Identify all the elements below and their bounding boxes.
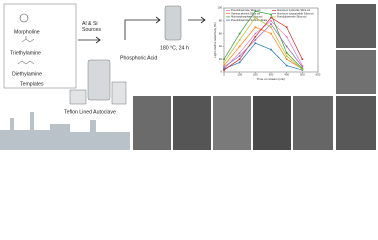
data-point bbox=[301, 64, 304, 67]
triethylamine-label: Triethylamine bbox=[10, 50, 41, 56]
data-point bbox=[223, 64, 225, 67]
data-point bbox=[238, 45, 241, 48]
templates-box bbox=[3, 3, 77, 89]
data-point bbox=[223, 61, 225, 64]
data-point bbox=[254, 36, 257, 38]
series-line bbox=[223, 23, 303, 68]
diethylamine-label: Diethylamine bbox=[12, 71, 42, 77]
graphical-abstract: Morpholine Triethylamine Diethylamine Te… bbox=[0, 3, 376, 150]
data-point bbox=[285, 55, 288, 57]
data-point bbox=[285, 36, 288, 38]
data-point bbox=[254, 26, 257, 28]
legend-label: Pseudoboehmite Sodium silicate bbox=[231, 19, 268, 22]
data-point bbox=[238, 61, 241, 64]
sem-image bbox=[133, 96, 171, 150]
data-point bbox=[238, 32, 241, 35]
autoclave-label: Teflon Lined Autoclave bbox=[64, 109, 116, 115]
autoclave-body bbox=[87, 59, 111, 101]
series-line bbox=[223, 17, 303, 70]
data-point bbox=[223, 58, 225, 60]
data-point bbox=[254, 42, 257, 44]
data-point bbox=[285, 26, 288, 28]
series-line bbox=[223, 26, 303, 70]
diethylamine-structure bbox=[17, 60, 35, 65]
sources-label: Al & Si Sources bbox=[82, 21, 101, 33]
data-point bbox=[270, 32, 272, 35]
data-point bbox=[270, 23, 272, 25]
y-axis-title: Light olefins selectivity (%) bbox=[213, 22, 217, 57]
legend-label: Pseudoboehmite Silica sol bbox=[231, 9, 261, 12]
x-tick-label: 100 bbox=[237, 73, 242, 77]
legend-label: Gamma alumina Silica sol bbox=[231, 12, 260, 15]
y-tick-label: 0 bbox=[220, 70, 222, 74]
factory-skyline bbox=[0, 112, 130, 150]
autoclave bbox=[164, 5, 182, 41]
legend-label: Pseudoboehmite Silica sol bbox=[277, 16, 307, 19]
series-line bbox=[223, 10, 303, 70]
data-point bbox=[238, 55, 241, 57]
condition-label: 180 °C, 24 h bbox=[160, 45, 189, 51]
data-point bbox=[238, 58, 241, 60]
sem-image bbox=[173, 96, 211, 150]
legend-label: Aluminophosphate Silica sol bbox=[231, 16, 263, 19]
data-point bbox=[238, 52, 241, 54]
data-point bbox=[238, 39, 241, 41]
x-tick-label: 200 bbox=[253, 73, 258, 77]
data-point bbox=[301, 58, 304, 60]
y-tick-label: 60 bbox=[219, 31, 223, 35]
morpholine-label: Morpholine bbox=[14, 29, 40, 35]
data-point bbox=[254, 39, 257, 41]
data-point bbox=[270, 48, 272, 51]
series-line bbox=[223, 42, 303, 71]
sem-image bbox=[336, 50, 376, 94]
x-axis-title: Time on stream (min) bbox=[257, 77, 285, 81]
arrow bbox=[188, 16, 206, 24]
data-point bbox=[270, 13, 272, 16]
data-point bbox=[270, 20, 272, 22]
x-tick-label: 600 bbox=[316, 73, 321, 77]
data-point bbox=[254, 32, 257, 35]
y-tick-label: 80 bbox=[219, 19, 223, 23]
teflon-liner bbox=[111, 81, 127, 105]
data-point bbox=[254, 16, 257, 19]
data-point bbox=[223, 69, 225, 71]
data-point bbox=[254, 10, 257, 12]
data-point bbox=[270, 16, 272, 19]
data-point bbox=[285, 64, 288, 67]
autoclave-cap bbox=[69, 89, 87, 105]
data-point bbox=[285, 58, 288, 60]
data-point bbox=[270, 26, 272, 28]
arrow bbox=[78, 36, 101, 44]
data-point bbox=[223, 66, 225, 68]
templates-label: Templates bbox=[20, 81, 44, 87]
x-tick-label: 0 bbox=[223, 73, 225, 77]
x-tick-label: 400 bbox=[284, 73, 289, 77]
acid-label: Phosphoric Acid bbox=[120, 55, 157, 61]
data-point bbox=[223, 68, 225, 70]
x-tick-label: 500 bbox=[300, 73, 305, 77]
arrow bbox=[124, 16, 161, 40]
data-point bbox=[301, 66, 304, 68]
y-tick-label: 20 bbox=[219, 57, 223, 61]
y-tick-label: 100 bbox=[217, 6, 222, 10]
data-point bbox=[301, 68, 304, 71]
sem-image bbox=[336, 4, 376, 48]
sem-image bbox=[293, 96, 333, 150]
triethylamine-structure bbox=[21, 36, 35, 43]
sem-image bbox=[336, 96, 376, 150]
y-tick-label: 40 bbox=[219, 44, 223, 48]
x-tick-label: 300 bbox=[269, 73, 274, 77]
sem-image bbox=[253, 96, 291, 150]
data-point bbox=[285, 52, 288, 54]
sem-image bbox=[213, 96, 251, 150]
legend-label: Aluminum hydroxide Silica sol bbox=[277, 9, 311, 12]
series-line bbox=[223, 17, 303, 71]
sem-images bbox=[133, 4, 376, 150]
morpholine-ring bbox=[19, 13, 29, 23]
data-point bbox=[285, 45, 288, 48]
legend-label: Aluminum isopropoxide Silica sol bbox=[277, 12, 314, 15]
